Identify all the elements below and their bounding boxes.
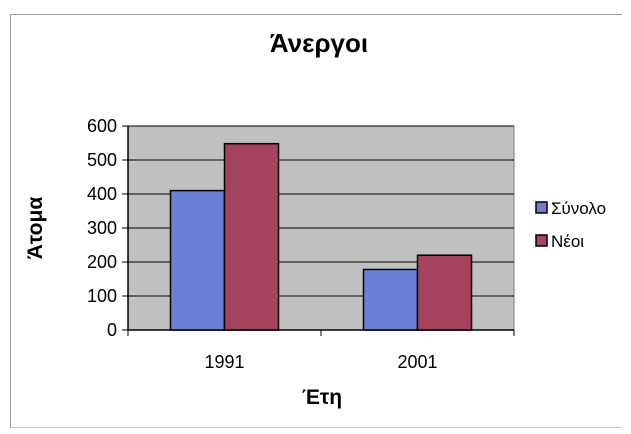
bar <box>416 254 473 331</box>
x-tick-label: 2001 <box>397 352 437 372</box>
legend: Σύνολο Νέοι <box>535 199 606 251</box>
bar <box>169 189 226 331</box>
chart-title: Άνεργοι <box>270 28 368 58</box>
y-tick-label: 600 <box>87 116 117 136</box>
y-tick-label: 500 <box>87 150 117 170</box>
y-tick-label: 0 <box>107 320 117 340</box>
legend-label: Σύνολο <box>551 199 606 218</box>
y-tick-label: 300 <box>87 218 117 238</box>
legend-swatch <box>535 201 548 214</box>
y-tick-label: 200 <box>87 252 117 272</box>
bar <box>223 142 280 331</box>
plot-area: 0 100 200 300 400 500 600 1991 2001 <box>87 116 515 372</box>
bar <box>362 268 419 331</box>
legend-swatch <box>535 234 548 247</box>
chart-frame <box>10 14 622 428</box>
x-tick-label: 1991 <box>204 352 244 372</box>
y-tick-label: 400 <box>87 184 117 204</box>
y-axis-title: Άτομα <box>24 197 47 260</box>
y-tick-label: 100 <box>87 286 117 306</box>
x-axis-title: Έτη <box>302 386 342 409</box>
legend-label: Νέοι <box>551 232 584 251</box>
